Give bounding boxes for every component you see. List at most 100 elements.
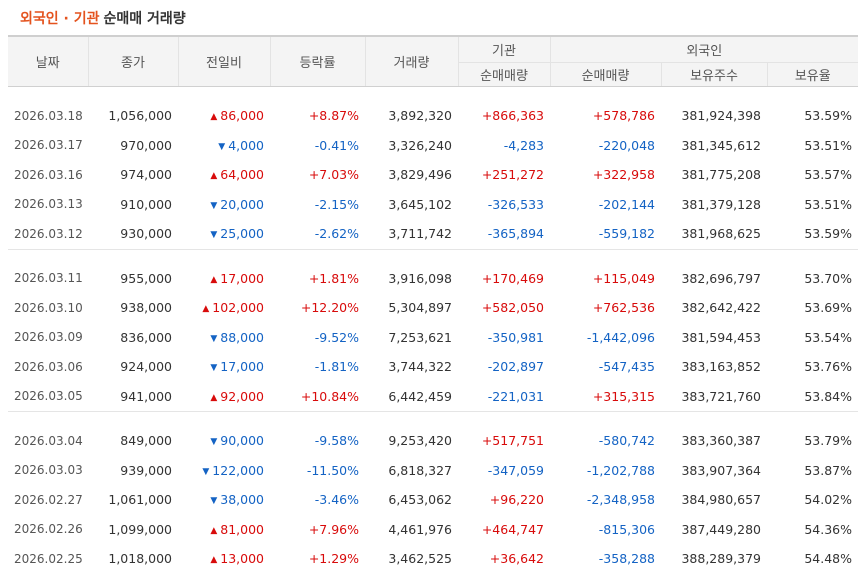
triangle-up-icon: ▲ (202, 304, 210, 315)
col-header-close[interactable]: 종가 (87, 35, 179, 87)
change-cell: ▼ 4,000 (178, 131, 270, 161)
date-cell: 2026.03.12 (14, 226, 83, 241)
foreign-shares-cell: 383,163,852 (681, 359, 761, 375)
foreign-ratio-cell: 54.02% (804, 492, 853, 508)
table-row: 2026.02.27 1,061,000 ▼ 38,000 -3.46% 6,453,06… (8, 485, 858, 515)
table-row: 2026.02.26 1,099,000 ▲ 81,000 +7.96% 4,461,97… (8, 515, 858, 545)
col-header-foreign-ratio[interactable]: 보유율 (766, 62, 859, 87)
col-header-foreign-shares[interactable]: 보유주수 (660, 62, 768, 87)
table-row: 2026.03.10 938,000 ▲ 102,000 +12.20% 5,304,89… (8, 293, 858, 323)
foreign-net-cell: +578,786 (592, 108, 655, 124)
foreign-net-cell: +315,315 (592, 388, 655, 404)
col-header-rate[interactable]: 등락률 (269, 35, 366, 87)
section-title: 외국인 · 기관 순매매 거래량 (20, 8, 186, 28)
change-value: 17,000 (220, 270, 264, 286)
table-body: 2026.03.18 1,056,000 ▲ 86,000 +8.87% 3,892,32… (8, 87, 859, 574)
close-cell: 955,000 (120, 270, 172, 286)
volume-cell: 3,711,742 (388, 226, 452, 242)
institution-net-cell: +251,272 (481, 167, 544, 183)
change-value: 122,000 (212, 462, 264, 478)
change-value: 102,000 (212, 300, 264, 316)
rate-cell: +1.29% (308, 551, 359, 567)
foreign-net-cell: -220,048 (598, 137, 655, 153)
foreign-shares-cell: 384,980,657 (681, 492, 761, 508)
foreign-ratio-cell: 54.48% (804, 551, 853, 567)
close-cell: 938,000 (120, 300, 172, 316)
investor-trading-table: 날짜 종가 전일비 등락률 거래량 기관 외국인 순매매량 순매매량 보유주수 … (8, 35, 859, 574)
foreign-shares-cell: 381,775,208 (681, 167, 761, 183)
close-cell: 1,099,000 (108, 521, 172, 537)
foreign-net-cell: -2,348,958 (586, 492, 655, 508)
table-row: 2026.03.04 849,000 ▼ 90,000 -9.58% 9,253,420 +… (8, 426, 858, 456)
close-cell: 939,000 (120, 462, 172, 478)
rate-cell: +12.20% (300, 300, 359, 316)
close-cell: 910,000 (120, 196, 172, 212)
rate-cell: -11.50% (306, 462, 359, 478)
table-row: 2026.03.06 924,000 ▼ 17,000 -1.81% 3,744,322 -… (8, 352, 858, 382)
institution-net-cell: -347,059 (487, 462, 544, 478)
change-value: 13,000 (220, 551, 264, 567)
change-value: 17,000 (220, 359, 264, 375)
rate-cell: -9.52% (314, 329, 359, 345)
group-spacer (8, 412, 858, 426)
date-cell: 2026.03.18 (14, 108, 83, 123)
volume-cell: 3,744,322 (388, 359, 452, 375)
group-spacer (8, 250, 858, 264)
institution-net-cell: -326,533 (487, 196, 544, 212)
col-header-foreign-net[interactable]: 순매매량 (549, 62, 662, 87)
date-cell: 2026.03.17 (14, 138, 83, 153)
volume-cell: 7,253,621 (388, 329, 452, 345)
institution-net-cell: +464,747 (481, 521, 544, 537)
foreign-net-cell: -580,742 (598, 433, 655, 449)
institution-net-cell: +517,751 (481, 433, 544, 449)
date-cell: 2026.03.13 (14, 197, 83, 212)
foreign-ratio-cell: 53.79% (804, 433, 853, 449)
change-cell: ▼ 25,000 (178, 219, 270, 249)
close-cell: 1,018,000 (108, 551, 172, 567)
change-cell: ▼ 122,000 (178, 456, 270, 486)
foreign-net-cell: -815,306 (598, 521, 655, 537)
volume-cell: 4,461,976 (388, 521, 452, 537)
foreign-ratio-cell: 53.69% (804, 300, 853, 316)
close-cell: 1,056,000 (108, 108, 172, 124)
col-header-volume[interactable]: 거래량 (364, 35, 459, 87)
foreign-ratio-cell: 53.70% (804, 270, 853, 286)
triangle-down-icon: ▼ (210, 437, 218, 448)
change-value: 90,000 (220, 433, 264, 449)
rate-cell: -1.81% (314, 359, 359, 375)
rate-cell: +7.96% (308, 521, 359, 537)
foreign-ratio-cell: 53.54% (804, 329, 853, 345)
foreign-net-cell: +322,958 (592, 167, 655, 183)
date-cell: 2026.03.09 (14, 330, 83, 345)
title-highlight: 외국인 · 기관 (20, 11, 100, 27)
rate-cell: -2.62% (314, 226, 359, 242)
foreign-shares-cell: 381,924,398 (681, 108, 761, 124)
foreign-ratio-cell: 54.36% (804, 521, 853, 537)
volume-cell: 6,442,459 (388, 388, 452, 404)
group-divider (8, 411, 859, 412)
date-cell: 2026.03.16 (14, 167, 83, 182)
foreign-ratio-cell: 53.57% (804, 167, 853, 183)
col-header-change[interactable]: 전일비 (177, 35, 271, 87)
institution-net-cell: -221,031 (487, 388, 544, 404)
foreign-net-cell: +762,536 (592, 300, 655, 316)
col-header-institution-net[interactable]: 순매매량 (458, 62, 551, 87)
change-value: 38,000 (220, 492, 264, 508)
change-cell: ▲ 86,000 (178, 101, 270, 131)
triangle-up-icon: ▲ (210, 525, 218, 536)
triangle-up-icon: ▲ (210, 171, 218, 182)
date-cell: 2026.02.25 (14, 551, 83, 566)
institution-net-cell: +36,642 (489, 551, 544, 567)
foreign-shares-cell: 383,721,760 (681, 388, 761, 404)
institution-net-cell: -350,981 (487, 329, 544, 345)
foreign-shares-cell: 381,594,453 (681, 329, 761, 345)
close-cell: 1,061,000 (108, 492, 172, 508)
foreign-shares-cell: 381,345,612 (681, 137, 761, 153)
change-value: 86,000 (220, 108, 264, 124)
close-cell: 941,000 (120, 388, 172, 404)
change-value: 92,000 (220, 388, 264, 404)
rate-cell: +8.87% (308, 108, 359, 124)
foreign-shares-cell: 387,449,280 (681, 521, 761, 537)
col-header-date[interactable]: 날짜 (8, 35, 89, 87)
table-row: 2026.02.25 1,018,000 ▲ 13,000 +1.29% 3,462,52… (8, 544, 858, 574)
